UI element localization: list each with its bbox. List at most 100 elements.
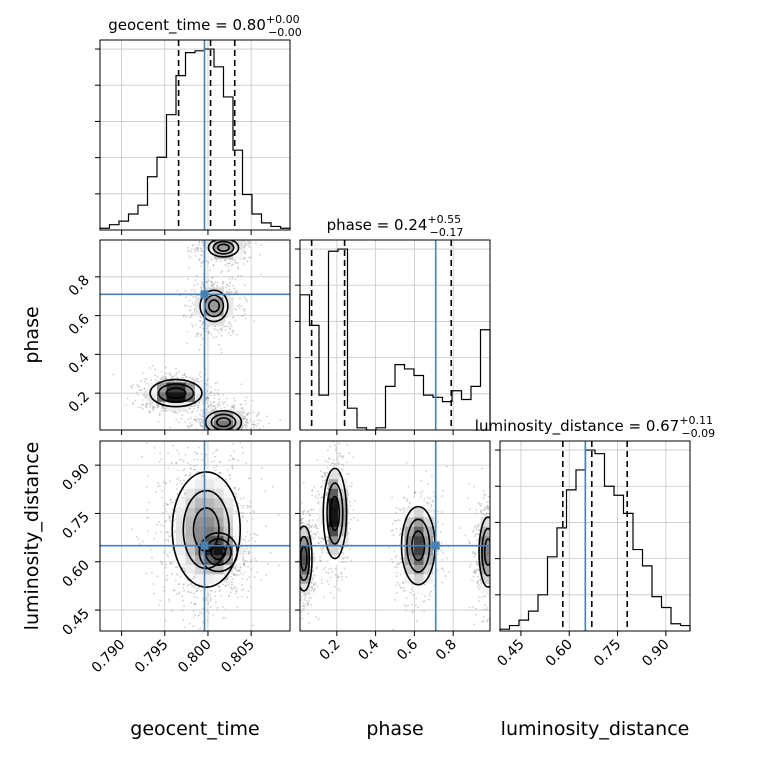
sample-point	[183, 489, 185, 491]
title-sup: +0.11	[679, 414, 713, 427]
sample-point	[255, 533, 257, 535]
sample-point	[252, 518, 254, 520]
sample-point	[156, 524, 158, 526]
sample-point	[197, 250, 199, 252]
sample-point	[200, 247, 202, 249]
sample-point	[243, 240, 245, 242]
sample-point	[169, 535, 171, 537]
sample-point	[185, 376, 187, 378]
sample-point	[208, 262, 210, 264]
sample-point	[126, 404, 128, 406]
sample-point	[221, 236, 223, 238]
sample-point	[200, 376, 202, 378]
sample-point	[231, 446, 233, 448]
sample-point	[215, 437, 217, 439]
sample-point	[184, 439, 186, 441]
sample-point	[237, 606, 239, 608]
sample-point	[159, 412, 161, 414]
sample-point	[200, 335, 202, 337]
sample-point	[167, 554, 169, 556]
title-main: luminosity_distance = 0.67	[475, 417, 679, 436]
sample-point	[217, 330, 219, 332]
sample-point	[206, 610, 208, 612]
sample-point	[187, 251, 189, 253]
sample-point	[150, 549, 152, 551]
sample-point	[233, 287, 235, 289]
sample-point	[235, 496, 237, 498]
sample-point	[179, 459, 181, 461]
sample-point	[180, 480, 182, 482]
sample-point	[189, 309, 191, 311]
sample-point	[201, 459, 203, 461]
sample-point	[199, 414, 201, 416]
sample-point	[212, 431, 214, 433]
sample-point	[233, 259, 235, 261]
sample-point	[182, 414, 184, 416]
sample-point	[214, 394, 216, 396]
sample-point	[205, 385, 207, 387]
sample-point	[184, 468, 186, 470]
sample-point	[220, 328, 222, 330]
sample-point	[227, 236, 229, 238]
sample-point	[224, 235, 226, 237]
sample-point	[182, 469, 184, 471]
sample-point	[199, 422, 201, 424]
sample-point	[226, 235, 228, 237]
sample-point	[238, 574, 240, 576]
sample-point	[256, 414, 258, 416]
sample-point	[260, 579, 262, 581]
sample-point	[217, 382, 219, 384]
sample-point	[211, 231, 213, 233]
sample-point	[245, 317, 247, 319]
sample-point	[163, 481, 165, 483]
sample-point	[200, 286, 202, 288]
sample-point	[229, 282, 231, 284]
sample-point	[225, 287, 227, 289]
sample-point	[186, 585, 188, 587]
sample-point	[233, 587, 235, 589]
sample-point	[250, 235, 252, 237]
sample-point	[213, 238, 215, 240]
sample-point	[232, 468, 234, 470]
sample-point	[176, 488, 178, 490]
sample-point	[199, 462, 201, 464]
sample-point	[145, 573, 147, 575]
sample-point	[169, 520, 171, 522]
sample-point	[217, 437, 219, 439]
sample-point	[206, 402, 208, 404]
sample-point	[230, 335, 232, 337]
sample-point	[224, 320, 226, 322]
sample-point	[165, 520, 167, 522]
sample-point	[161, 371, 163, 373]
sample-point	[254, 576, 256, 578]
sample-point	[196, 410, 198, 412]
sample-point	[176, 593, 178, 595]
sample-point	[150, 404, 152, 406]
sample-point	[210, 599, 212, 601]
hist-panel-luminosity_distance: luminosity_distance = 0.67+0.11−0.09	[475, 414, 715, 631]
sample-point	[216, 609, 218, 611]
sample-point	[245, 421, 247, 423]
sample-point	[161, 458, 163, 460]
sample-point	[191, 302, 193, 304]
sample-point	[213, 614, 215, 616]
sample-point	[233, 238, 235, 240]
sample-point	[230, 432, 232, 434]
sample-point	[172, 502, 174, 504]
sample-point	[231, 233, 233, 235]
sample-point	[209, 236, 211, 238]
sample-point	[183, 314, 185, 316]
sample-point	[211, 238, 213, 240]
sample-point	[225, 608, 227, 610]
sample-point	[146, 442, 148, 444]
sample-point	[250, 568, 252, 570]
sample-point	[165, 367, 167, 369]
sample-point	[235, 593, 237, 595]
sample-point	[214, 408, 216, 410]
sample-point	[214, 436, 216, 438]
sample-point	[222, 394, 224, 396]
sample-point	[228, 289, 230, 291]
sample-point	[234, 279, 236, 281]
sample-point	[166, 575, 168, 577]
sample-point	[250, 428, 252, 430]
